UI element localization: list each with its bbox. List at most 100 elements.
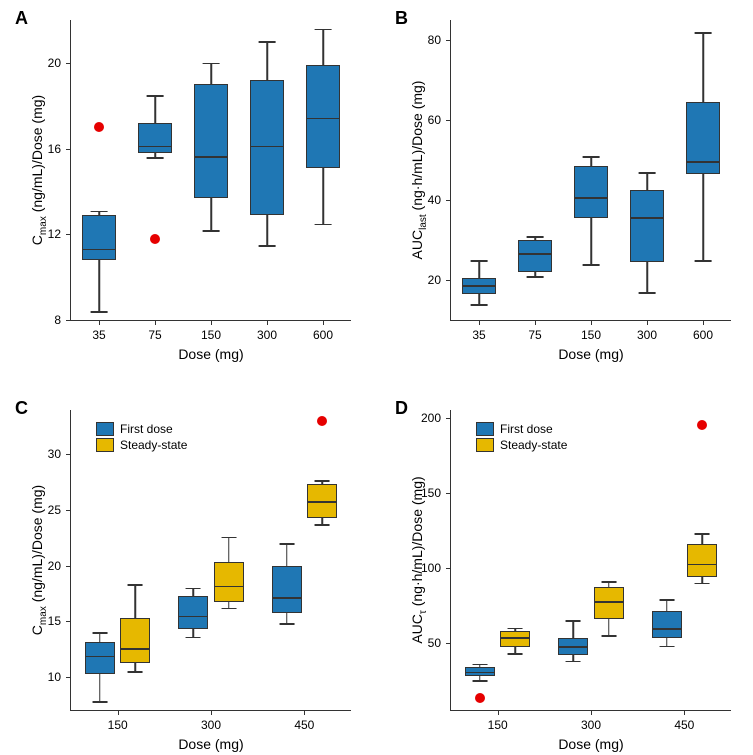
whisker xyxy=(702,32,704,102)
box xyxy=(214,562,244,602)
whisker-cap xyxy=(128,584,143,586)
x-tick-label: 150 xyxy=(201,328,221,342)
median-line xyxy=(214,586,244,588)
box xyxy=(687,544,717,577)
whisker xyxy=(590,156,592,166)
whisker-cap xyxy=(221,608,236,610)
median-line xyxy=(594,601,624,603)
box xyxy=(500,631,530,648)
legend-item: Steady-state xyxy=(96,438,187,452)
whisker xyxy=(210,63,212,84)
whisker-cap xyxy=(566,661,581,663)
y-tick xyxy=(446,493,451,494)
whisker xyxy=(286,613,288,623)
whisker-cap xyxy=(601,581,616,583)
y-tick xyxy=(66,234,71,235)
median-line xyxy=(82,249,116,251)
median-line xyxy=(465,672,495,674)
median-line xyxy=(500,637,530,639)
median-line xyxy=(462,285,496,287)
panel-label-b: B xyxy=(395,8,408,29)
whisker-cap xyxy=(221,537,236,539)
whisker-cap xyxy=(279,623,294,625)
whisker xyxy=(666,638,668,646)
x-tick-label: 35 xyxy=(92,328,105,342)
whisker-cap xyxy=(639,172,656,174)
x-tick-label: 150 xyxy=(581,328,601,342)
x-tick-label: 300 xyxy=(581,718,601,732)
whisker-cap xyxy=(566,620,581,622)
panel-label-c: C xyxy=(15,398,28,419)
legend: First dose Steady-state xyxy=(476,420,567,454)
legend-swatch xyxy=(476,438,494,452)
whisker-cap xyxy=(315,29,332,31)
x-tick xyxy=(155,320,156,325)
y-tick xyxy=(66,63,71,64)
legend-item: First dose xyxy=(96,422,187,436)
x-tick xyxy=(591,710,592,715)
legend-swatch xyxy=(476,422,494,436)
box xyxy=(574,166,608,218)
x-tick-label: 300 xyxy=(201,718,221,732)
whisker xyxy=(193,629,195,637)
whisker xyxy=(322,29,324,65)
legend-label: First dose xyxy=(500,422,553,436)
box xyxy=(194,84,228,198)
median-line xyxy=(687,564,717,566)
whisker xyxy=(573,620,575,638)
outlier-point xyxy=(475,693,485,703)
y-axis-label: Cmax (ng/mL)/Dose (mg) xyxy=(29,20,49,320)
legend-item: Steady-state xyxy=(476,438,567,452)
legend-label: Steady-state xyxy=(500,438,567,452)
plot-area-a: 81216203575150300600Dose (mg)Cmax (ng/mL… xyxy=(70,20,351,321)
whisker-cap xyxy=(92,701,107,703)
panel-label-d: D xyxy=(395,398,408,419)
x-tick-label: 150 xyxy=(108,718,128,732)
whisker-cap xyxy=(315,524,330,526)
y-tick xyxy=(446,643,451,644)
whisker xyxy=(590,218,592,264)
whisker xyxy=(154,95,156,123)
whisker xyxy=(478,294,480,304)
median-line xyxy=(138,146,172,148)
whisker-cap xyxy=(259,245,276,247)
median-line xyxy=(120,648,150,650)
whisker xyxy=(98,260,100,311)
x-tick xyxy=(535,320,536,325)
legend-label: Steady-state xyxy=(120,438,187,452)
whisker xyxy=(478,260,480,278)
x-tick xyxy=(647,320,648,325)
median-line xyxy=(178,616,208,618)
whisker xyxy=(286,543,288,565)
y-tick xyxy=(446,418,451,419)
x-tick xyxy=(211,710,212,715)
whisker-cap xyxy=(583,264,600,266)
x-tick-label: 300 xyxy=(637,328,657,342)
x-tick-label: 150 xyxy=(488,718,508,732)
whisker xyxy=(99,674,101,701)
whisker-cap xyxy=(583,156,600,158)
whisker-cap xyxy=(147,95,164,97)
box xyxy=(518,240,552,272)
whisker-cap xyxy=(92,632,107,634)
x-tick xyxy=(591,320,592,325)
box xyxy=(138,123,172,153)
y-tick xyxy=(446,280,451,281)
median-line xyxy=(307,501,337,503)
box xyxy=(120,618,150,664)
y-tick xyxy=(66,454,71,455)
median-line xyxy=(85,656,115,658)
whisker-cap xyxy=(527,236,544,238)
whisker xyxy=(608,619,610,636)
x-axis-label: Dose (mg) xyxy=(71,736,351,752)
x-tick-label: 75 xyxy=(148,328,161,342)
box xyxy=(272,566,302,614)
y-tick xyxy=(66,149,71,150)
x-tick xyxy=(479,320,480,325)
x-axis-label: Dose (mg) xyxy=(451,346,731,362)
median-line xyxy=(686,161,720,163)
median-line xyxy=(574,197,608,199)
whisker-cap xyxy=(203,230,220,232)
x-tick xyxy=(304,710,305,715)
whisker xyxy=(701,533,703,544)
